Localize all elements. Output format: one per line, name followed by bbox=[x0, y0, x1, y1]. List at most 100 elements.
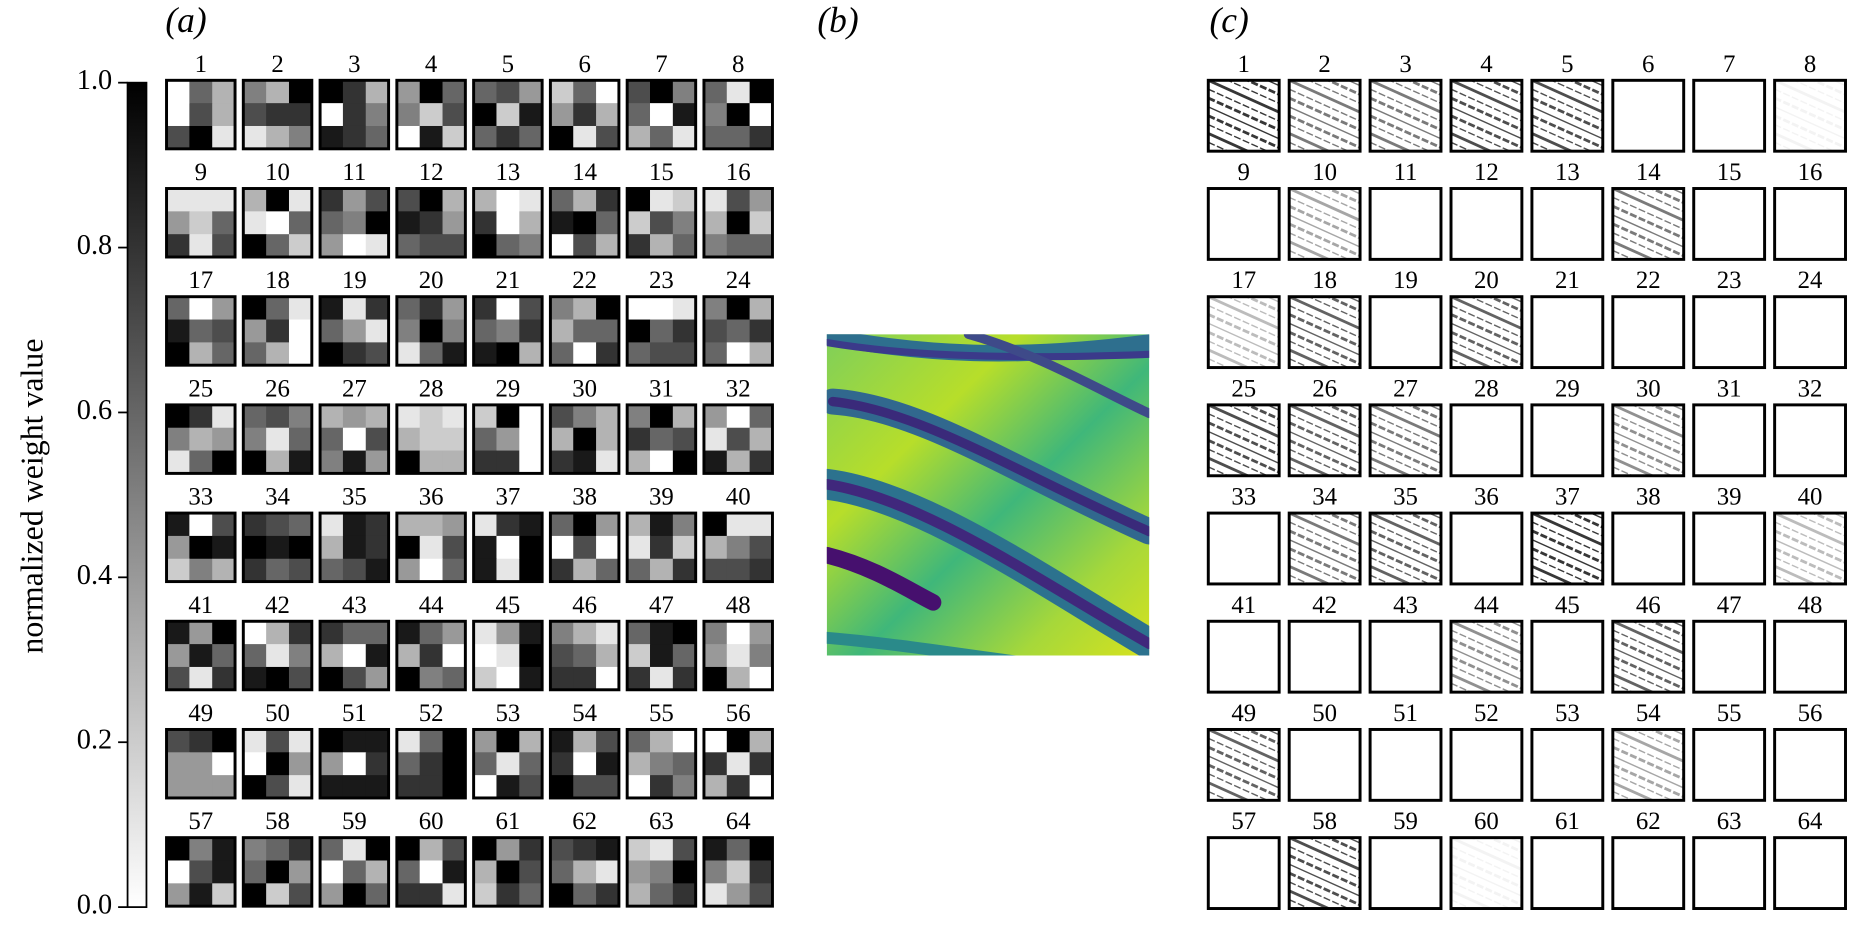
kernel-weight bbox=[550, 211, 574, 235]
map-frame bbox=[1611, 511, 1686, 586]
map-background bbox=[1451, 729, 1522, 801]
kernel-weight bbox=[365, 837, 390, 861]
kernel-weight bbox=[365, 188, 390, 212]
map-stripe bbox=[1289, 322, 1361, 356]
kernel-weight bbox=[749, 535, 773, 560]
kernel-weight bbox=[189, 729, 213, 753]
kernel-title: 36 bbox=[419, 484, 444, 511]
kernel-weight bbox=[749, 860, 773, 884]
kernel-weight bbox=[627, 860, 651, 884]
map-stripe bbox=[1531, 521, 1603, 555]
feature-map bbox=[1451, 837, 1522, 909]
kernel-weight bbox=[726, 666, 751, 691]
map-title: 12 bbox=[1474, 159, 1499, 186]
kernel-weight bbox=[189, 513, 213, 537]
map-stripe bbox=[1289, 313, 1361, 348]
map-stripe bbox=[1531, 106, 1603, 140]
kernel-weight bbox=[749, 621, 773, 645]
kernel-weight bbox=[419, 188, 443, 212]
kernel-weight bbox=[243, 513, 267, 537]
kernel-weight bbox=[419, 837, 443, 861]
kernel-weight bbox=[627, 427, 651, 452]
kernel-weight bbox=[243, 621, 267, 645]
map-stripe bbox=[1307, 513, 1361, 537]
kernel-weight bbox=[365, 80, 390, 104]
map-title: 35 bbox=[1393, 484, 1418, 511]
kernel-title: 61 bbox=[495, 808, 520, 835]
map-stripe bbox=[1612, 773, 1674, 801]
map-frame bbox=[1449, 403, 1524, 478]
kernel-weight bbox=[320, 666, 344, 691]
kernel-weight bbox=[573, 427, 597, 452]
kernel-weight bbox=[212, 883, 236, 907]
map-stripe bbox=[1549, 513, 1603, 537]
feature-map bbox=[1289, 80, 1361, 152]
kernel-weight bbox=[288, 535, 313, 560]
map-stripe bbox=[1289, 574, 1311, 584]
kernel-weight bbox=[419, 535, 443, 560]
kernel-weight bbox=[573, 125, 597, 150]
kernel-frame bbox=[625, 727, 698, 800]
kernel-weight bbox=[672, 621, 697, 645]
map-title: 5 bbox=[1561, 51, 1573, 78]
map-frame bbox=[1773, 511, 1847, 586]
map-background bbox=[1693, 621, 1765, 693]
map-stripe bbox=[1208, 296, 1280, 330]
kernel-weight bbox=[243, 188, 267, 212]
kernel-title: 45 bbox=[495, 592, 520, 619]
kernel-weight bbox=[396, 644, 421, 668]
kernel-frame bbox=[395, 619, 467, 692]
kernel-title: 54 bbox=[572, 700, 597, 727]
map-title: 49 bbox=[1231, 700, 1256, 727]
kernel-weight bbox=[212, 404, 236, 429]
kernel-weight bbox=[749, 752, 773, 776]
map-stripe bbox=[1451, 854, 1522, 889]
kernel-weight bbox=[166, 883, 190, 907]
kernel-weight bbox=[288, 729, 313, 753]
map-title: 37 bbox=[1555, 484, 1580, 511]
kernel-title: 3 bbox=[348, 51, 360, 78]
kernel-title: 9 bbox=[195, 159, 207, 186]
kernel-weight bbox=[189, 883, 213, 907]
kernel-weight bbox=[396, 342, 421, 366]
kernel-weight bbox=[365, 621, 390, 645]
map-stripe bbox=[1208, 745, 1280, 781]
map-stripe bbox=[1226, 729, 1280, 754]
kernel-weight bbox=[166, 211, 190, 235]
feature-map bbox=[1208, 404, 1280, 476]
kernel-frame bbox=[241, 727, 314, 800]
kernel-title: 17 bbox=[188, 267, 213, 294]
kernel-title: 25 bbox=[188, 375, 213, 402]
kernel-weight bbox=[703, 188, 728, 212]
kernel-weight bbox=[749, 775, 773, 799]
kernel-weight bbox=[442, 125, 466, 150]
map-background bbox=[1208, 837, 1280, 909]
kernel-title: 59 bbox=[342, 808, 367, 835]
map-stripe bbox=[1289, 529, 1361, 564]
kernel-weight bbox=[473, 666, 497, 691]
kernel-weight bbox=[365, 666, 390, 691]
map-title: 34 bbox=[1312, 484, 1337, 511]
kernel-weight bbox=[266, 535, 290, 560]
kernel-weight bbox=[288, 666, 313, 691]
tick-label: 0.6 bbox=[77, 395, 112, 426]
kernel-title: 51 bbox=[342, 700, 367, 727]
kernel-weight bbox=[419, 775, 443, 799]
kernel-weight bbox=[442, 296, 466, 321]
kernel-weight bbox=[650, 621, 674, 645]
tick-label: 0.8 bbox=[77, 230, 112, 261]
kernel-weight bbox=[419, 621, 443, 645]
kernel-weight bbox=[320, 296, 344, 321]
map-background bbox=[1774, 80, 1846, 152]
map-stripe bbox=[1388, 513, 1441, 537]
map-stripe bbox=[1774, 574, 1797, 584]
map-stripe bbox=[1531, 547, 1603, 582]
map-stripe bbox=[1451, 358, 1473, 368]
feature-map bbox=[1612, 404, 1684, 476]
kernel-title: 39 bbox=[649, 484, 674, 511]
map-stripe bbox=[1208, 763, 1280, 799]
map-frame bbox=[1368, 78, 1443, 153]
kernel-weight bbox=[266, 125, 290, 150]
kernel-weight bbox=[596, 558, 620, 583]
map-title: 24 bbox=[1798, 267, 1823, 294]
